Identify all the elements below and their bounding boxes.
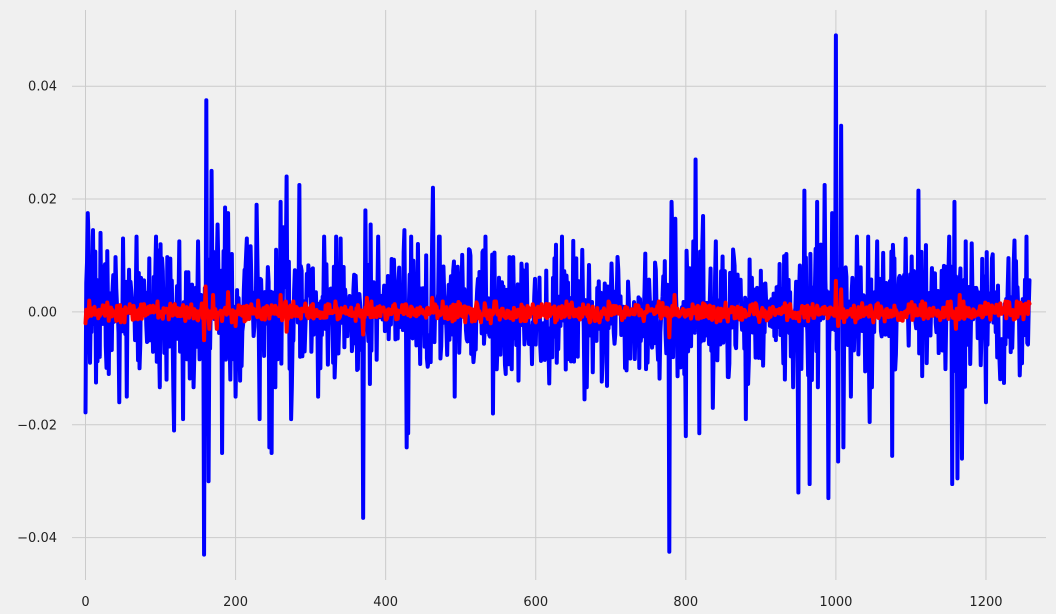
x-tick-label: 400 xyxy=(373,595,398,610)
x-tick-label: 800 xyxy=(673,595,698,610)
x-tick-label: 200 xyxy=(223,595,248,610)
y-tick-label: 0.02 xyxy=(28,193,57,208)
x-tick-label: 600 xyxy=(523,595,548,610)
series-line-1 xyxy=(83,33,1032,557)
x-tick-label: 1200 xyxy=(969,595,1002,610)
y-tick-label: −0.04 xyxy=(17,531,57,546)
x-tick-label: 1000 xyxy=(819,595,852,610)
y-tick-label: 0.00 xyxy=(28,305,57,320)
x-tick-label: 0 xyxy=(81,595,89,610)
y-tick-label: −0.02 xyxy=(17,418,57,433)
series-line-2 xyxy=(83,278,1032,343)
series-lines xyxy=(83,33,1032,557)
tick-labels: 0 200 400 600 800 1000 1200 −0.04 −0.02 0.00 0.02 0… xyxy=(17,80,1002,610)
y-tick-label: 0.04 xyxy=(28,80,57,95)
